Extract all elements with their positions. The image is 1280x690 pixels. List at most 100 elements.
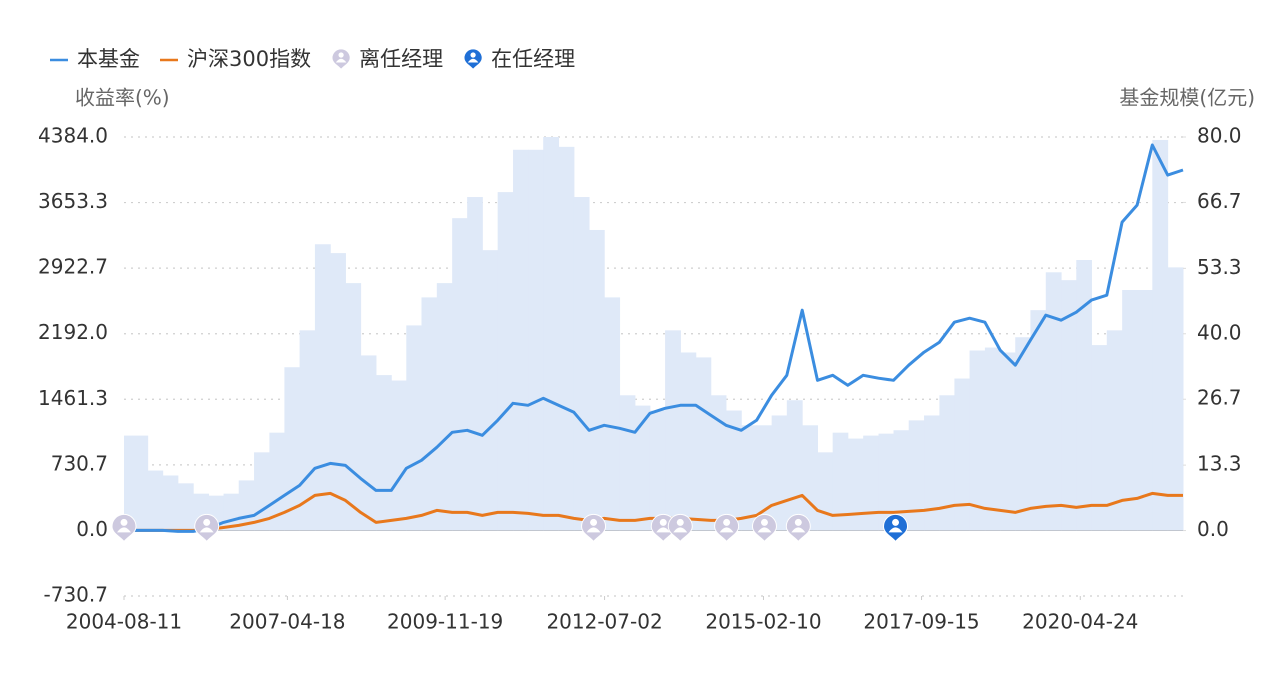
scale-bar [436, 283, 453, 531]
scale-bar [482, 250, 499, 531]
scale-bar [1015, 337, 1031, 531]
scale-bar [634, 405, 651, 531]
x-tick-label: 2009-11-19 [387, 610, 503, 634]
y-tick-label: 730.7 [51, 451, 108, 475]
scale-bar [1076, 259, 1092, 531]
scale-bar [1030, 310, 1047, 531]
y-tick-label: -730.7 [44, 583, 108, 607]
scale-bar [147, 470, 164, 531]
axes: -730.7 0.0 730.7 1461.3 2192.0 2922.7 3653.3 43… [38, 124, 1242, 634]
y-tick-label: 0.0 [76, 517, 108, 541]
y-tick-label: 2192.0 [38, 320, 108, 344]
scale-bar [832, 432, 849, 531]
scale-bar [802, 425, 818, 531]
manager-marker [111, 513, 137, 543]
scale-bar [543, 137, 560, 531]
scale-bar [391, 380, 407, 531]
scale-bar [863, 435, 880, 531]
scale-bar [1061, 280, 1077, 531]
scale-bar [314, 244, 331, 531]
scale-bar [680, 352, 697, 531]
scale-bar [771, 415, 788, 531]
scale-bar [817, 452, 834, 531]
legend-label: 本基金 [77, 47, 140, 71]
scale-bar [284, 367, 301, 531]
pin-icon-body [467, 58, 479, 63]
scale-bar [786, 400, 803, 531]
scale-bar [695, 357, 712, 531]
scale-bar [360, 355, 377, 531]
scale-bar [452, 218, 468, 531]
x-tick-label: 2015-02-10 [705, 610, 821, 634]
scale-bar [1167, 267, 1184, 531]
scale-bar [893, 430, 910, 531]
x-tick-label: 2012-07-02 [546, 610, 662, 634]
scale-bar [604, 297, 621, 531]
scale-bar [741, 425, 758, 531]
y2-tick-label: 26.7 [1197, 386, 1242, 410]
scale-bar [558, 146, 575, 531]
legend-pin-shape [463, 48, 483, 70]
y2-tick-label: 53.3 [1197, 255, 1242, 279]
x-tick-label: 2004-08-11 [66, 610, 182, 634]
scale-bar [1045, 272, 1062, 531]
y2-tick-label: 13.3 [1197, 452, 1242, 476]
pin-icon-head [892, 518, 900, 526]
scale-bar [124, 435, 133, 531]
scale-bar [1106, 330, 1123, 531]
manager-marker [194, 513, 220, 543]
scale-bar [589, 229, 605, 531]
scale-bar [878, 433, 895, 531]
scale-bar [375, 375, 392, 531]
y-tick-label: 1461.3 [38, 386, 108, 410]
pin-icon-body [719, 527, 734, 533]
scale-bar [710, 395, 727, 531]
legend: 本基金 沪深300指数 离任经理 在任经理 [50, 47, 575, 71]
legend-pin [331, 48, 351, 70]
y2-tick-label: 80.0 [1197, 124, 1242, 148]
scale-bar [1152, 139, 1169, 531]
scale-bar [908, 420, 925, 531]
scale-bar [132, 435, 149, 531]
scale-bar [467, 197, 483, 531]
manager-marker [883, 513, 909, 543]
scale-bar [573, 197, 590, 531]
y2-tick-label: 40.0 [1197, 320, 1242, 344]
pin-icon-body [117, 527, 131, 533]
pin-icon-head [338, 52, 344, 58]
pin-icon-head [723, 518, 731, 526]
scale-bar [345, 283, 362, 531]
pin-icon-body [757, 527, 772, 533]
pin-icon-body [199, 527, 214, 533]
pin-icon-head [659, 518, 667, 526]
legend-label: 沪深300指数 [187, 47, 311, 71]
pin-icon-head [120, 518, 128, 526]
scale-bar [162, 475, 179, 531]
scale-bar [969, 350, 986, 531]
pin-icon-head [676, 518, 684, 526]
pin-icon-body [656, 527, 671, 533]
scale-bar [269, 432, 285, 531]
scale-bar [421, 297, 438, 531]
manager-marker [581, 513, 607, 543]
scale-bar [619, 395, 636, 531]
scale-bar [406, 325, 422, 531]
scale-bar [649, 410, 666, 531]
pin-icon-head [203, 518, 211, 526]
legend-pin [463, 48, 483, 70]
scale-bar [954, 378, 971, 531]
series-line [132, 143, 1184, 533]
scale-bar [254, 452, 270, 531]
pin-icon-body [888, 527, 903, 533]
scale-bar [330, 253, 346, 531]
scale-bar [756, 425, 773, 531]
scale-bar [1122, 290, 1138, 531]
y2-tick-label: 0.0 [1197, 517, 1229, 541]
pin-icon-body [673, 527, 688, 533]
scale-bar [924, 415, 940, 531]
scale-bar [1091, 345, 1108, 531]
pin-icon-head [470, 52, 476, 58]
markers [111, 513, 909, 543]
pin-icon-body [586, 527, 601, 533]
